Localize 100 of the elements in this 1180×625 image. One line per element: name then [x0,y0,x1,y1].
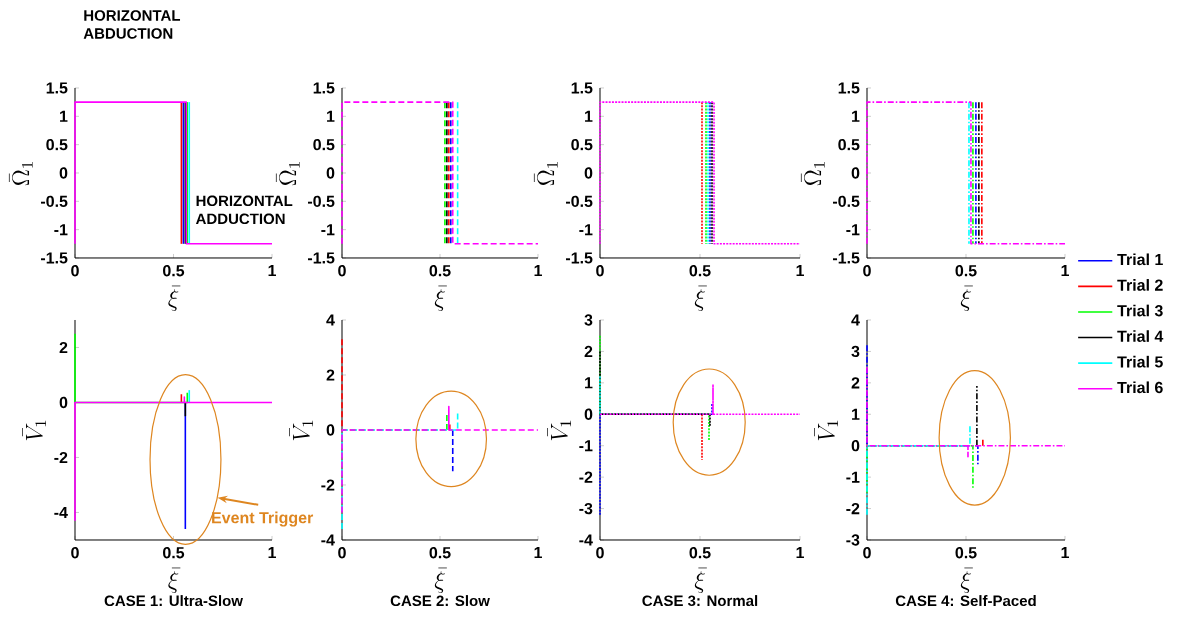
x-tick-label: 0.5 [955,547,977,559]
legend-label: Trial 3 [1117,304,1163,317]
x-tick-label: 0 [71,265,79,277]
y-tick-label: -2 [846,502,860,515]
annotation: HORIZONTAL ADDUCTION [195,195,293,225]
y-axis-title: $\bar{V}_1$ [814,420,838,441]
text: CASE 4: Self-Paced [895,595,1036,607]
y-tick-label: 0 [851,167,860,179]
y-tick-label: 1 [852,110,860,122]
x-tick-label: 0 [863,547,871,559]
y-tick-label: -0.5 [41,195,68,207]
x-axis-title: $\bar{\xi}$ [694,567,707,593]
y-tick-label: -1 [579,440,593,452]
y-tick-label: -1.5 [565,252,593,264]
x-tick-label: 0.5 [955,265,977,277]
x-tick-label: 0.5 [163,265,185,277]
x-tick-label: 0 [71,547,79,559]
y-axis-title: $\bar{V}_1$ [22,420,46,441]
y-axis-title: $\bar{V}_1$ [289,420,313,441]
y-tick-label: -0.5 [307,195,335,207]
y-tick-label: -2 [579,471,593,483]
y-tick-label: 2 [584,345,593,358]
y-tick-label: -1.5 [832,252,860,264]
y-tick-label: -1 [846,471,860,483]
y-tick-label: 2 [59,341,68,354]
x-tick-label: 0 [863,265,871,277]
y-tick-label: 1.5 [838,82,860,94]
y-tick-label: 3 [851,345,860,358]
x-axis-title: $\bar{\xi}$ [694,285,707,311]
y-tick-label: 0.5 [571,138,593,151]
y-tick-label: -1 [579,224,593,236]
y-tick-label: -1 [54,224,68,236]
y-tick-label: 1 [327,110,335,122]
y-tick-label: -2 [321,479,335,491]
x-tick-label: 1 [268,547,276,559]
y-tick-label: 4 [326,314,335,326]
x-tick-label: 0.5 [429,265,451,277]
x-axis-title: $\bar{\xi}$ [168,567,181,593]
y-tick-label: 0 [584,167,593,179]
y-tick-label: 0 [326,424,335,436]
y-tick-label: -4 [321,534,335,546]
x-axis-title: $\bar{\xi}$ [434,567,447,593]
x-tick-label: 0 [338,547,346,559]
y-tick-label: -0.5 [832,195,860,207]
annotation: Event Trigger [212,511,314,527]
y-tick-label: 0.5 [46,138,68,151]
y-tick-label: -1.5 [307,252,335,264]
text: CASE 3: Normal [642,595,758,607]
x-tick-label: 1 [796,547,804,559]
text: HORIZONTAL ABDUCTION [83,10,181,39]
x-tick-label: 1 [534,547,542,559]
y-tick-label: 1 [585,110,593,122]
y-tick-label: -1 [321,224,335,236]
y-tick-label: 2 [851,377,860,389]
y-tick-label: 1.5 [46,82,68,94]
x-tick-label: 0.5 [163,547,185,559]
y-tick-label: -1.5 [41,252,68,264]
y-tick-label: 0 [584,408,593,420]
x-axis-title: $\bar{\xi}$ [960,567,973,593]
x-tick-label: 0 [596,265,604,277]
y-tick-label: 2 [326,369,335,381]
legend-label: Trial 1 [1117,253,1163,266]
x-tick-label: 1 [796,265,804,277]
x-tick-label: 0.5 [429,547,451,559]
y-axis-title: $\bar{\Omega}_1$ [533,162,558,186]
y-tick-label: 1 [585,377,593,389]
y-tick-label: 0.5 [313,138,335,151]
x-tick-label: 0 [596,547,604,559]
x-axis-title: $\bar{\xi}$ [434,285,447,311]
y-axis-title: $\bar{V}_1$ [547,420,571,441]
y-axis-title: $\bar{\Omega}_1$ [275,162,300,186]
y-tick-label: -2 [54,451,68,464]
y-tick-label: -4 [54,506,68,518]
y-tick-label: 0 [59,167,68,179]
x-tick-label: 1 [534,265,542,277]
y-tick-label: -4 [579,534,593,546]
legend-label: Trial 2 [1117,279,1163,291]
y-tick-label: 1 [60,110,68,122]
x-tick-label: 1 [1061,547,1069,559]
y-axis-title: $\bar{\Omega}_1$ [8,162,33,186]
legend-label: Trial 4 [1117,330,1164,342]
x-axis-title: $\bar{\xi}$ [960,285,973,311]
text: CASE 1: Ultra-Slow [104,595,243,607]
legend-label: Trial 6 [1117,381,1163,394]
x-tick-label: 0.5 [689,547,711,559]
y-tick-label: -3 [579,502,593,515]
y-tick-label: 3 [584,314,593,326]
text: CASE 2: Slow [390,595,490,607]
y-tick-label: 1.5 [571,82,593,94]
x-tick-label: 0.5 [689,265,711,277]
x-tick-label: 1 [268,265,276,277]
y-tick-label: 0 [326,167,335,179]
y-tick-label: 0 [851,440,860,452]
x-axis-title: $\bar{\xi}$ [168,285,181,311]
y-tick-label: 1 [852,408,860,420]
y-tick-label: 0.5 [838,138,860,151]
y-tick-label: 0 [59,396,68,409]
y-axis-title: $\bar{\Omega}_1$ [800,162,825,186]
x-tick-label: 1 [1061,265,1069,277]
y-tick-label: -1 [846,224,860,236]
